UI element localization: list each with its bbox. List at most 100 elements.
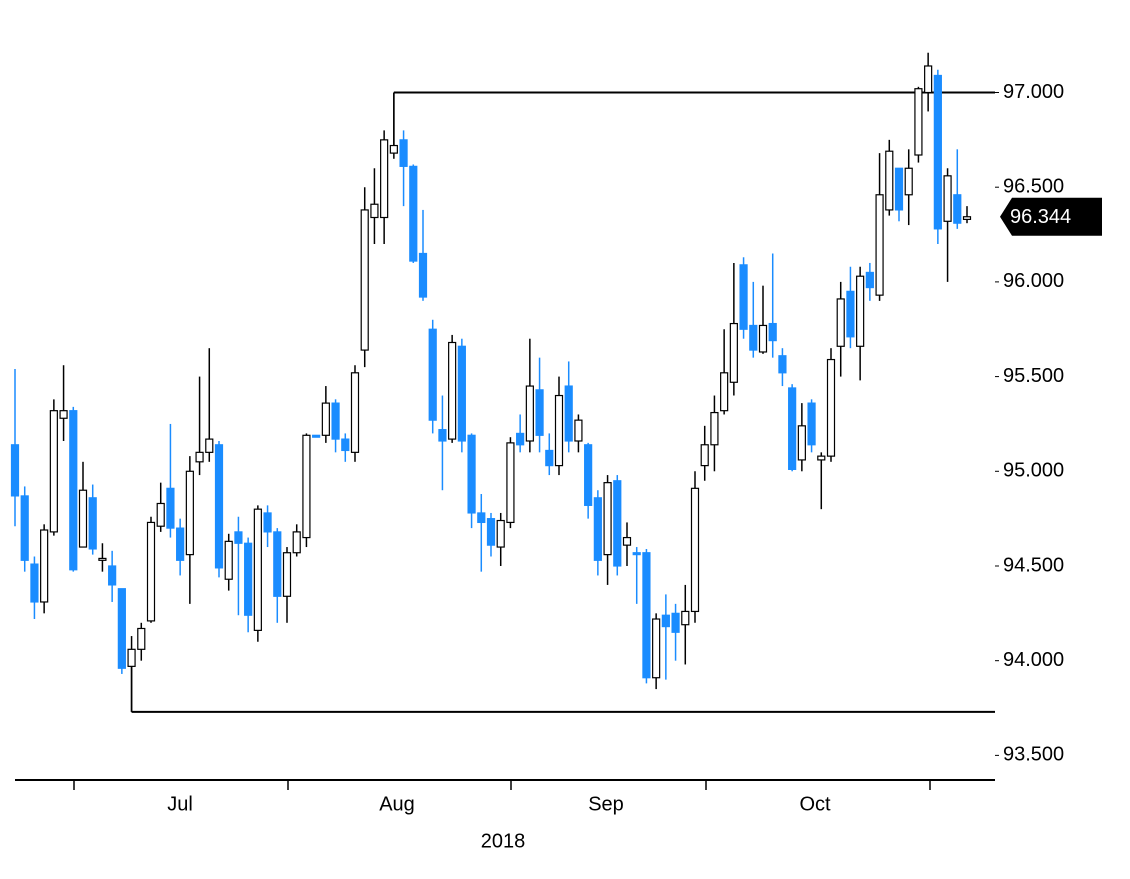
candle-body <box>108 565 117 586</box>
candle-body <box>40 529 49 603</box>
candle-body <box>205 438 214 453</box>
candle-body <box>613 480 622 567</box>
candle-body <box>282 552 292 597</box>
y-tick-label: 95.000 <box>1003 460 1064 482</box>
x-tick-label: Oct <box>799 793 831 815</box>
candle-body <box>312 434 321 438</box>
candle-body <box>632 552 641 556</box>
candle-body <box>30 563 39 603</box>
last-price-label: 96.344 <box>1010 206 1071 228</box>
candle-body <box>244 542 253 616</box>
candle-body <box>59 410 68 419</box>
candle-body <box>302 434 311 539</box>
candle-body <box>564 385 573 442</box>
candle-body <box>836 298 845 347</box>
candle-body <box>477 512 486 524</box>
candle-body <box>428 328 437 421</box>
candle-body <box>661 614 670 628</box>
candle-body <box>846 290 855 338</box>
candle-body <box>758 324 768 353</box>
candle-body <box>185 470 194 556</box>
candle-body <box>409 165 418 262</box>
candle-body <box>486 518 496 546</box>
candle-body <box>214 444 224 569</box>
candle-body <box>438 429 447 442</box>
candle-body <box>146 521 156 622</box>
candle-body <box>535 389 544 436</box>
candle-body <box>273 531 282 597</box>
candle-body <box>962 216 972 220</box>
candle-body <box>370 203 379 219</box>
candle-body <box>467 434 476 514</box>
candle-body <box>20 495 29 561</box>
candle-body <box>234 531 243 544</box>
candle-body <box>331 402 340 440</box>
candle-body <box>904 167 913 196</box>
candle-body <box>797 425 806 461</box>
candle-body <box>380 139 389 219</box>
candle-body <box>778 355 787 374</box>
y-tick-label: 95.500 <box>1003 365 1064 387</box>
candle-body <box>924 65 933 94</box>
candle-body <box>49 410 58 533</box>
candle-body <box>681 610 690 626</box>
y-tick-label: 94.000 <box>1003 649 1064 671</box>
candle-body <box>263 512 272 533</box>
x-axis-year: 2018 <box>481 830 526 852</box>
candle-body <box>78 489 88 548</box>
candle-body <box>826 358 836 457</box>
candle-body <box>749 324 758 351</box>
candle-body <box>166 487 175 529</box>
candle-body <box>652 618 661 679</box>
candle-body <box>98 557 107 561</box>
candle-body <box>341 438 350 452</box>
candle-body <box>418 252 428 298</box>
candle-body <box>603 482 612 556</box>
candle-body <box>729 322 738 383</box>
candle-body <box>448 341 457 440</box>
candle-body <box>593 497 602 561</box>
candle-body <box>720 372 729 412</box>
candle-body <box>10 444 20 497</box>
candle-body <box>768 322 777 342</box>
candle-body <box>933 74 942 230</box>
candle-body <box>894 167 904 211</box>
candle-body <box>389 144 398 154</box>
candle-body <box>885 150 894 211</box>
y-tick-label: 96.500 <box>1003 175 1064 197</box>
candle-body <box>875 194 884 296</box>
candle-body <box>176 527 185 561</box>
candle-body <box>574 419 583 442</box>
candle-body <box>253 508 262 631</box>
candle-body <box>457 345 466 442</box>
candle-body <box>865 271 874 289</box>
candle-body <box>545 449 554 467</box>
candle-body <box>700 444 709 467</box>
candle-body <box>360 209 369 351</box>
candle-body <box>525 385 534 442</box>
y-tick-label: 96.000 <box>1003 270 1064 292</box>
y-tick-label: 93.500 <box>1003 744 1064 766</box>
candle-body <box>710 411 719 446</box>
candle-body <box>137 627 146 650</box>
candle-body <box>69 410 78 571</box>
candle-body <box>788 387 797 470</box>
candle-body <box>292 531 301 554</box>
candle-body <box>399 139 408 167</box>
candle-body <box>817 455 826 461</box>
candle-body <box>516 432 525 446</box>
candle-body <box>350 372 360 453</box>
candle-body <box>506 442 515 524</box>
candle-body <box>554 394 564 467</box>
candle-body <box>224 540 233 580</box>
candle-body <box>943 175 952 222</box>
last-price-tag <box>1000 197 1102 236</box>
candle-body <box>914 88 923 156</box>
candle-body <box>642 552 651 679</box>
candle-body <box>807 402 816 446</box>
x-tick-label: Jul <box>167 793 193 815</box>
candle-body <box>117 588 126 669</box>
candle-body <box>953 194 962 224</box>
candle-body <box>496 519 505 548</box>
